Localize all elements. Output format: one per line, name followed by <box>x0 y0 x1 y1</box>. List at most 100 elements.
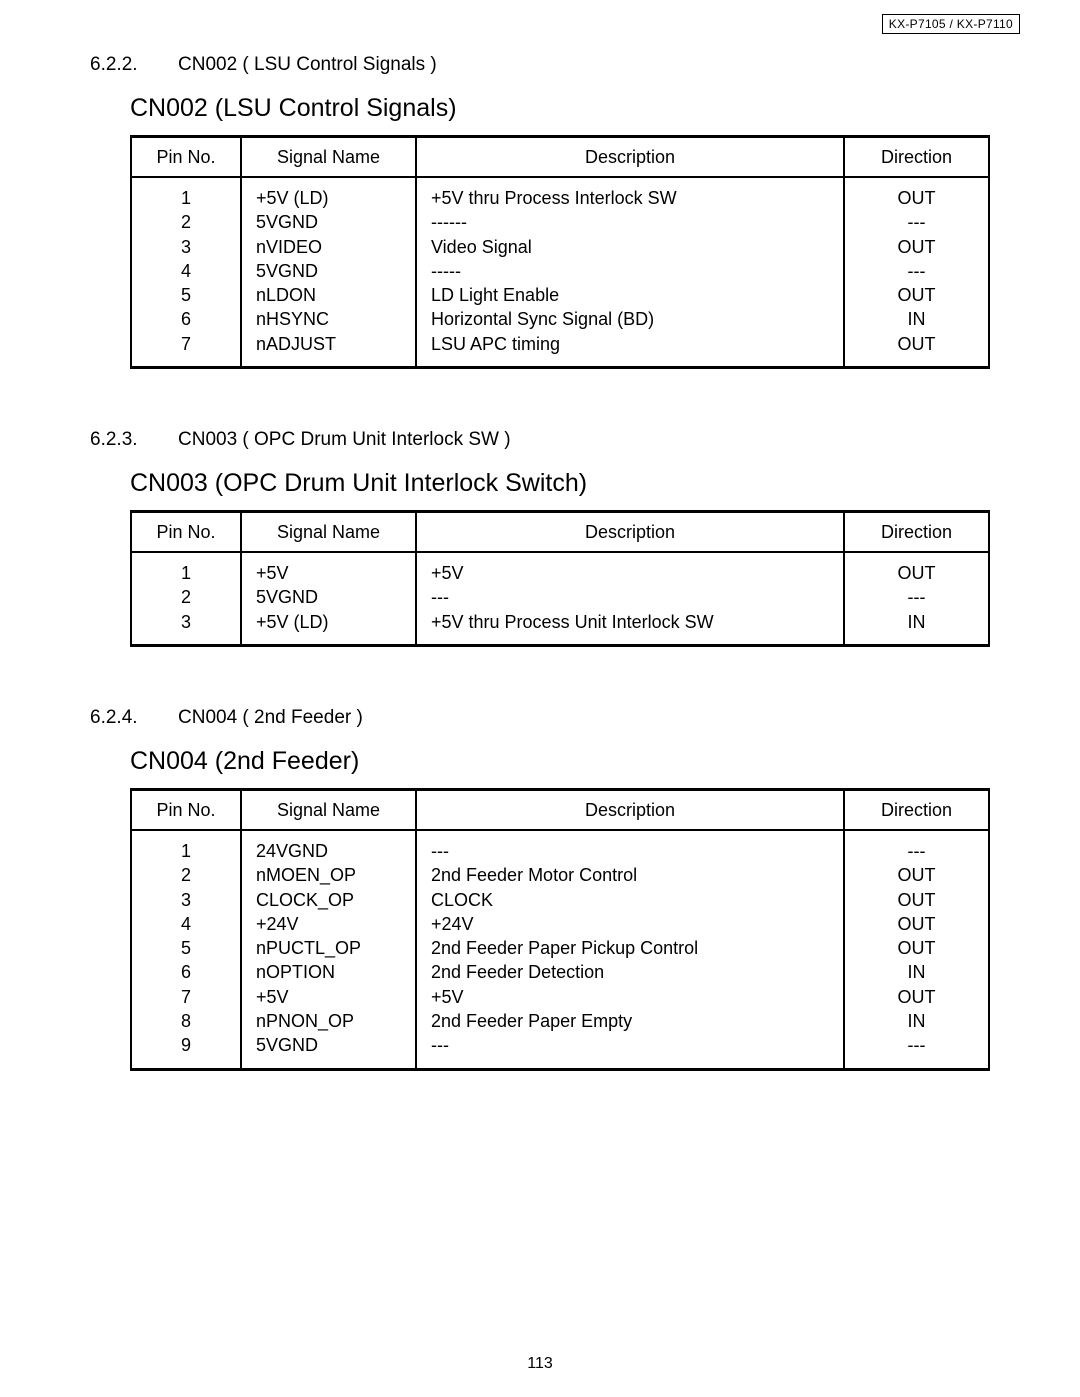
cell-value: IN <box>859 307 974 331</box>
cell-value: --- <box>859 259 974 283</box>
cell-value: +5V thru Process Unit Interlock SW <box>431 610 829 634</box>
cell-pins: 123 <box>131 552 241 645</box>
section-title: CN002 ( LSU Control Signals ) <box>178 54 437 76</box>
cell-value: 3 <box>146 235 226 259</box>
cell-pins: 123456789 <box>131 830 241 1069</box>
cell-value: 2 <box>146 585 226 609</box>
cell-value: IN <box>859 610 974 634</box>
col-header-dir: Direction <box>844 512 989 553</box>
cell-value: CLOCK_OP <box>256 888 401 912</box>
page: KX-P7105 / KX-P7110 6.2.2. CN002 ( LSU C… <box>0 0 1080 1397</box>
section-heading-cn004: 6.2.4. CN004 ( 2nd Feeder ) <box>90 707 1020 729</box>
cell-value: OUT <box>859 235 974 259</box>
cell-value: 2nd Feeder Motor Control <box>431 863 829 887</box>
cell-value: 1 <box>146 186 226 210</box>
section-number: 6.2.3. <box>90 429 150 451</box>
table-title-cn002: CN002 (LSU Control Signals) <box>130 94 1020 123</box>
col-header-desc: Description <box>416 137 844 178</box>
cell-value: 1 <box>146 839 226 863</box>
col-header-pin: Pin No. <box>131 137 241 178</box>
cell-value: 1 <box>146 561 226 585</box>
table-body-row: 1234567 +5V (LD)5VGNDnVIDEO5VGNDnLDONnHS… <box>131 177 989 368</box>
cell-value: Video Signal <box>431 235 829 259</box>
page-number: 113 <box>0 1355 1080 1373</box>
cell-value: OUT <box>859 912 974 936</box>
cell-value: OUT <box>859 985 974 1009</box>
cell-value: +5V <box>431 561 829 585</box>
cell-value: 4 <box>146 259 226 283</box>
cell-value: 5 <box>146 936 226 960</box>
cell-value: --- <box>859 210 974 234</box>
cell-value: nMOEN_OP <box>256 863 401 887</box>
table-cn003: Pin No. Signal Name Description Directio… <box>130 510 990 647</box>
col-header-desc: Description <box>416 512 844 553</box>
cell-value: 2 <box>146 210 226 234</box>
table-cn002: Pin No. Signal Name Description Directio… <box>130 135 990 369</box>
col-header-pin: Pin No. <box>131 512 241 553</box>
cell-value: +5V <box>256 561 401 585</box>
section-heading-cn003: 6.2.3. CN003 ( OPC Drum Unit Interlock S… <box>90 429 1020 451</box>
cell-sigs: +5V (LD)5VGNDnVIDEO5VGNDnLDONnHSYNCnADJU… <box>241 177 416 368</box>
table-header-row: Pin No. Signal Name Description Directio… <box>131 512 989 553</box>
cell-value: 7 <box>146 332 226 356</box>
cell-dirs: OUT---OUT---OUTINOUT <box>844 177 989 368</box>
table-title-cn003: CN003 (OPC Drum Unit Interlock Switch) <box>130 469 1020 498</box>
cell-value: nHSYNC <box>256 307 401 331</box>
cell-value: 2nd Feeder Paper Empty <box>431 1009 829 1033</box>
cell-value: nADJUST <box>256 332 401 356</box>
cell-value: +5V (LD) <box>256 186 401 210</box>
cell-dirs: OUT---IN <box>844 552 989 645</box>
section-number: 6.2.4. <box>90 707 150 729</box>
table-body-row: 123456789 24VGNDnMOEN_OPCLOCK_OP+24VnPUC… <box>131 830 989 1069</box>
cell-value: Horizontal Sync Signal (BD) <box>431 307 829 331</box>
cell-value: 7 <box>146 985 226 1009</box>
cell-value: +5V <box>256 985 401 1009</box>
cell-value: --- <box>431 1033 829 1057</box>
cell-value: --- <box>859 1033 974 1057</box>
cell-value: 4 <box>146 912 226 936</box>
col-header-pin: Pin No. <box>131 789 241 830</box>
cell-descs: +5V---+5V thru Process Unit Interlock SW <box>416 552 844 645</box>
cell-value: nPNON_OP <box>256 1009 401 1033</box>
table-header-row: Pin No. Signal Name Description Directio… <box>131 789 989 830</box>
cell-value: IN <box>859 960 974 984</box>
cell-value: --- <box>859 839 974 863</box>
cell-value: --- <box>859 585 974 609</box>
cell-value: +5V thru Process Interlock SW <box>431 186 829 210</box>
cell-value: --- <box>431 585 829 609</box>
model-box: KX-P7105 / KX-P7110 <box>882 14 1020 34</box>
cell-value: 3 <box>146 888 226 912</box>
cell-value: OUT <box>859 332 974 356</box>
cell-value: LSU APC timing <box>431 332 829 356</box>
cell-value: nOPTION <box>256 960 401 984</box>
table-title-cn004: CN004 (2nd Feeder) <box>130 747 1020 776</box>
table-body-row: 123 +5V5VGND+5V (LD) +5V---+5V thru Proc… <box>131 552 989 645</box>
cell-value: +5V <box>431 985 829 1009</box>
cell-value: +5V (LD) <box>256 610 401 634</box>
section-title: CN003 ( OPC Drum Unit Interlock SW ) <box>178 429 511 451</box>
cell-value: --- <box>431 839 829 863</box>
cell-value: CLOCK <box>431 888 829 912</box>
col-header-dir: Direction <box>844 789 989 830</box>
section-heading-cn002: 6.2.2. CN002 ( LSU Control Signals ) <box>90 54 1020 76</box>
cell-value: ------ <box>431 210 829 234</box>
section-number: 6.2.2. <box>90 54 150 76</box>
cell-value: 5VGND <box>256 585 401 609</box>
cell-value: +24V <box>431 912 829 936</box>
cell-sigs: 24VGNDnMOEN_OPCLOCK_OP+24VnPUCTL_OPnOPTI… <box>241 830 416 1069</box>
cell-dirs: ---OUTOUTOUTOUTINOUTIN--- <box>844 830 989 1069</box>
cell-value: nPUCTL_OP <box>256 936 401 960</box>
cell-descs: +5V thru Process Interlock SW------Video… <box>416 177 844 368</box>
cell-value: 5VGND <box>256 259 401 283</box>
cell-value: 2nd Feeder Paper Pickup Control <box>431 936 829 960</box>
col-header-sig: Signal Name <box>241 789 416 830</box>
cell-value: 2 <box>146 863 226 887</box>
cell-value: 24VGND <box>256 839 401 863</box>
cell-value: OUT <box>859 283 974 307</box>
cell-value: +24V <box>256 912 401 936</box>
col-header-sig: Signal Name <box>241 137 416 178</box>
cell-value: OUT <box>859 936 974 960</box>
cell-value: nLDON <box>256 283 401 307</box>
cell-value: 5 <box>146 283 226 307</box>
cell-value: 9 <box>146 1033 226 1057</box>
